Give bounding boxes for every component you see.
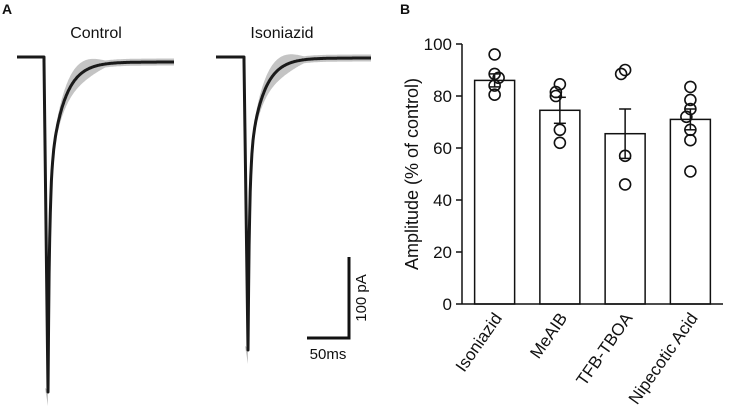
data-point <box>553 136 567 150</box>
scale-bar-time-label: 50ms <box>310 346 347 363</box>
isoniazid-trace-title: Isoniazid <box>250 25 313 42</box>
bar <box>604 132 646 305</box>
x-category-label: TFB-TBOA <box>573 309 637 389</box>
y-tick-label: 40 <box>433 191 452 210</box>
data-point <box>684 93 697 107</box>
data-point <box>488 88 501 101</box>
data-point <box>553 78 567 91</box>
y-axis-label: Amplitude (% of control) <box>402 78 422 270</box>
data-point <box>488 48 501 61</box>
control-trace <box>17 55 175 406</box>
bar <box>539 109 581 305</box>
data-point <box>684 133 697 147</box>
y-tick-label: 60 <box>433 139 452 158</box>
x-category-label: Isoniazid <box>452 309 506 375</box>
data-point <box>618 178 632 191</box>
y-tick-label: 80 <box>433 87 452 106</box>
y-tick-label: 100 <box>424 35 452 54</box>
data-point <box>549 89 563 103</box>
isoniazid-trace <box>216 54 372 365</box>
y-axis-ticks: 0 20 40 60 80 100 <box>424 35 462 314</box>
data-point <box>618 149 632 163</box>
data-points <box>488 48 697 191</box>
y-tick-label: 0 <box>443 295 452 314</box>
error-bars <box>488 73 697 160</box>
control-trace-mean <box>17 55 175 394</box>
control-trace-band <box>45 58 174 406</box>
data-point <box>684 102 697 116</box>
scale-bar-current-label: 100 pA <box>353 274 370 322</box>
data-point <box>684 165 697 178</box>
data-point <box>492 71 505 85</box>
control-trace-title: Control <box>70 25 122 42</box>
data-point <box>553 123 567 137</box>
data-point <box>488 79 501 92</box>
scale-bar: 50ms 100 pA <box>307 257 370 363</box>
data-point <box>684 80 697 94</box>
data-point <box>680 110 693 124</box>
data-point <box>618 63 632 77</box>
x-category-label: MeAIB <box>526 309 571 362</box>
bars <box>473 79 712 305</box>
bar-chart: 0 20 40 60 80 100 Isoniazid MeAIB TFB-TBOANipec… <box>402 35 723 408</box>
isoniazid-trace-mean <box>216 55 372 352</box>
bar <box>473 79 516 305</box>
y-tick-label: 20 <box>433 243 452 262</box>
panel-b-letter: B <box>400 1 410 17</box>
panel-a-letter: A <box>2 1 12 17</box>
x-category-label: Nipecotic Acid <box>625 309 702 407</box>
data-point <box>614 67 628 81</box>
data-point <box>549 85 563 99</box>
bar <box>669 118 712 305</box>
